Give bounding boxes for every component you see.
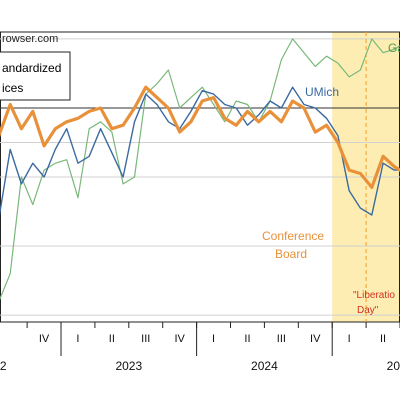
conference-board-label-line1: Conference bbox=[262, 229, 324, 243]
x-axis: IVIIIIIIIVIIIIIIIVIIIIIIIVIII20222023202… bbox=[0, 322, 400, 373]
x-tick-label: III bbox=[141, 333, 150, 345]
watermark-text: rowser.com bbox=[2, 33, 58, 45]
x-tick-label: II bbox=[109, 333, 115, 345]
x-tick-label: III bbox=[277, 333, 286, 345]
x-tick-label: II bbox=[380, 333, 386, 345]
conference-board-label-line2: Board bbox=[275, 247, 307, 261]
x-tick-label: IV bbox=[310, 333, 321, 345]
x-year-label: 2022 bbox=[0, 359, 7, 373]
x-tick-label: II bbox=[244, 333, 250, 345]
gallup-series-label: Ga bbox=[388, 41, 400, 55]
x-tick-label: IV bbox=[174, 333, 185, 345]
event-annotation-line1: "Liberatio bbox=[353, 290, 395, 301]
legend-title-line1: andardized bbox=[2, 61, 61, 75]
legend-box bbox=[0, 51, 71, 101]
series-line-gallup bbox=[0, 38, 400, 301]
legend-title-line2: ices bbox=[2, 81, 23, 95]
series-line-umich bbox=[0, 86, 400, 217]
series-line-conference-board bbox=[0, 85, 400, 189]
x-year-label: 2024 bbox=[251, 359, 278, 373]
series-lines bbox=[0, 38, 400, 301]
umich-series-label: UMich bbox=[305, 85, 339, 99]
x-tick-label: IV bbox=[39, 333, 50, 345]
x-tick-label: I bbox=[348, 333, 351, 345]
x-tick-label: I bbox=[212, 333, 215, 345]
x-year-label: 2023 bbox=[115, 359, 142, 373]
x-year-label: 2025 bbox=[387, 359, 400, 373]
event-annotation-line2: Day" bbox=[357, 305, 379, 316]
x-tick-label: I bbox=[76, 333, 79, 345]
